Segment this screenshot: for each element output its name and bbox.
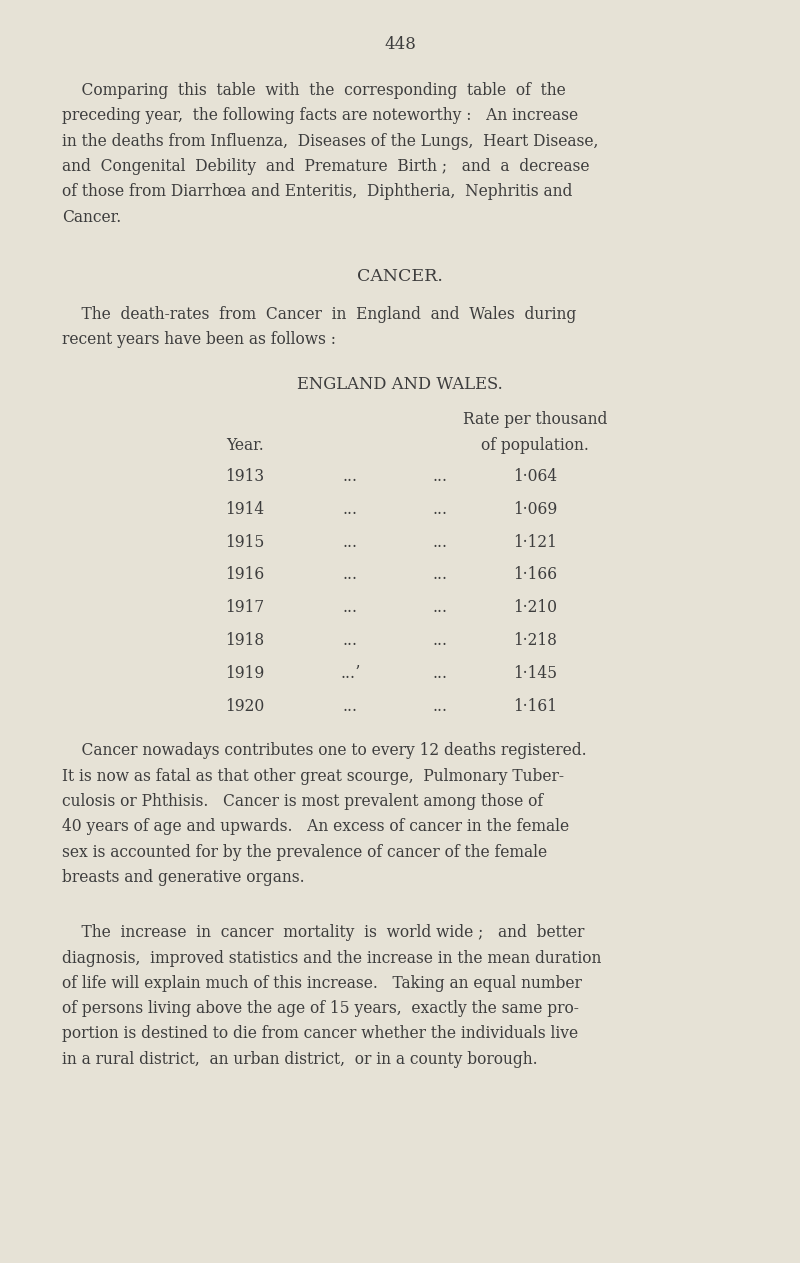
Text: culosis or Phthisis.   Cancer is most prevalent among those of: culosis or Phthisis. Cancer is most prev…: [62, 793, 543, 810]
Text: 1·218: 1·218: [513, 632, 557, 649]
Text: Comparing  this  table  with  the  corresponding  table  of  the: Comparing this table with the correspond…: [62, 82, 566, 99]
Text: 1·210: 1·210: [513, 599, 557, 616]
Text: The  increase  in  cancer  mortality  is  world wide ;   and  better: The increase in cancer mortality is worl…: [62, 925, 584, 941]
Text: 1·161: 1·161: [513, 697, 557, 715]
Text: 1·069: 1·069: [513, 501, 557, 518]
Text: of persons living above the age of 15 years,  exactly the same pro-: of persons living above the age of 15 ye…: [62, 1000, 579, 1017]
Text: Rate per thousand: Rate per thousand: [463, 412, 607, 428]
Text: breasts and generative organs.: breasts and generative organs.: [62, 869, 305, 885]
Text: 448: 448: [384, 37, 416, 53]
Text: It is now as fatal as that other great scourge,  Pulmonary Tuber-: It is now as fatal as that other great s…: [62, 768, 564, 784]
Text: of those from Diarrhœa and Enteritis,  Diphtheria,  Nephritis and: of those from Diarrhœa and Enteritis, Di…: [62, 183, 572, 201]
Text: 1·166: 1·166: [513, 566, 557, 584]
Text: 1917: 1917: [226, 599, 265, 616]
Text: recent years have been as follows :: recent years have been as follows :: [62, 331, 336, 349]
Text: ...: ...: [342, 469, 358, 485]
Text: 1·121: 1·121: [513, 533, 557, 551]
Text: ...: ...: [342, 632, 358, 649]
Text: Cancer.: Cancer.: [62, 208, 122, 226]
Text: ...: ...: [433, 501, 447, 518]
Text: of population.: of population.: [481, 437, 589, 453]
Text: in a rural district,  an urban district,  or in a county borough.: in a rural district, an urban district, …: [62, 1051, 538, 1067]
Text: 1·064: 1·064: [513, 469, 557, 485]
Text: ...: ...: [342, 533, 358, 551]
Text: ENGLAND AND WALES.: ENGLAND AND WALES.: [297, 376, 503, 393]
Text: ...: ...: [342, 697, 358, 715]
Text: ...: ...: [433, 469, 447, 485]
Text: preceding year,  the following facts are noteworthy :   An increase: preceding year, the following facts are …: [62, 107, 578, 124]
Text: 1913: 1913: [226, 469, 265, 485]
Text: Year.: Year.: [226, 437, 264, 453]
Text: 1914: 1914: [226, 501, 265, 518]
Text: 1·145: 1·145: [513, 664, 557, 682]
Text: ...: ...: [433, 566, 447, 584]
Text: in the deaths from Influenza,  Diseases of the Lungs,  Heart Disease,: in the deaths from Influenza, Diseases o…: [62, 133, 598, 149]
Text: ...: ...: [433, 533, 447, 551]
Text: ...: ...: [342, 566, 358, 584]
Text: ...: ...: [342, 501, 358, 518]
Text: The  death-rates  from  Cancer  in  England  and  Wales  during: The death-rates from Cancer in England a…: [62, 306, 576, 323]
Text: ...ʼ: ...ʼ: [340, 664, 360, 682]
Text: Cancer nowadays contributes one to every 12 deaths registered.: Cancer nowadays contributes one to every…: [62, 743, 586, 759]
Text: ...: ...: [433, 664, 447, 682]
Text: 40 years of age and upwards.   An excess of cancer in the female: 40 years of age and upwards. An excess o…: [62, 818, 569, 835]
Text: and  Congenital  Debility  and  Premature  Birth ;   and  a  decrease: and Congenital Debility and Premature Bi…: [62, 158, 590, 174]
Text: 1915: 1915: [226, 533, 265, 551]
Text: ...: ...: [433, 697, 447, 715]
Text: of life will explain much of this increase.   Taking an equal number: of life will explain much of this increa…: [62, 975, 582, 991]
Text: 1919: 1919: [226, 664, 265, 682]
Text: 1920: 1920: [226, 697, 265, 715]
Text: portion is destined to die from cancer whether the individuals live: portion is destined to die from cancer w…: [62, 1026, 578, 1042]
Text: ...: ...: [433, 632, 447, 649]
Text: CANCER.: CANCER.: [357, 268, 443, 284]
Text: 1918: 1918: [226, 632, 265, 649]
Text: 1916: 1916: [226, 566, 265, 584]
Text: ...: ...: [433, 599, 447, 616]
Text: diagnosis,  improved statistics and the increase in the mean duration: diagnosis, improved statistics and the i…: [62, 950, 602, 966]
Text: sex is accounted for by the prevalence of cancer of the female: sex is accounted for by the prevalence o…: [62, 844, 547, 860]
Text: ...: ...: [342, 599, 358, 616]
